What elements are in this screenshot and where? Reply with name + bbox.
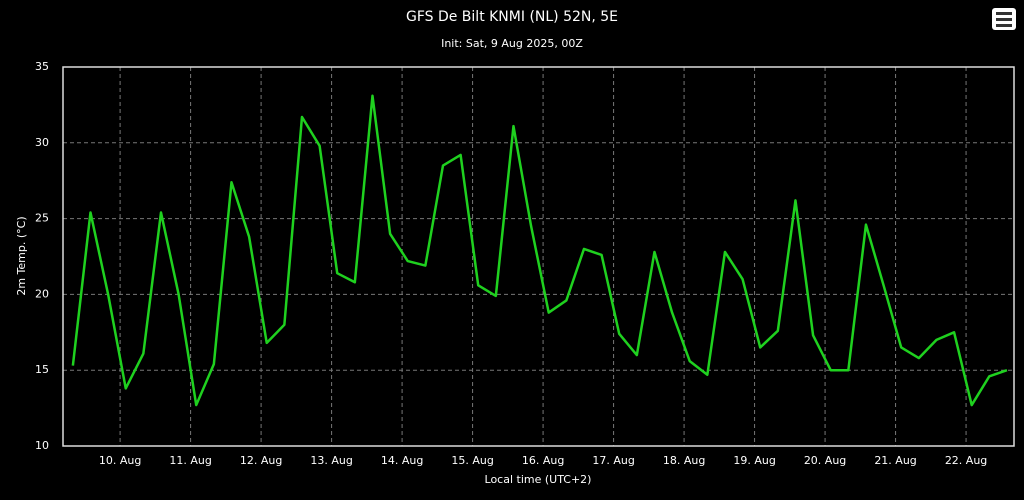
plot-frame [62, 66, 1015, 447]
x-tick-label: 12. Aug [240, 454, 282, 467]
chart-subtitle: Init: Sat, 9 Aug 2025, 00Z [441, 37, 583, 50]
y-tick-label: 30 [35, 136, 49, 149]
y-axis-label: 2m Temp. (°C) [15, 216, 28, 295]
y-tick-label: 25 [35, 212, 49, 225]
menu-button[interactable] [992, 8, 1016, 30]
x-tick-label: 13. Aug [310, 454, 352, 467]
menu-bar [996, 18, 1012, 21]
y-tick-label: 20 [35, 287, 49, 300]
x-tick-label: 16. Aug [522, 454, 564, 467]
y-tick-label: 10 [35, 439, 49, 452]
x-tick-label: 10. Aug [99, 454, 141, 467]
x-tick-label: 21. Aug [874, 454, 916, 467]
y-tick-label: 35 [35, 60, 49, 73]
x-tick-label: 14. Aug [381, 454, 423, 467]
y-tick-label: 15 [35, 363, 49, 376]
x-tick-label: 22. Aug [945, 454, 987, 467]
x-tick-label: 18. Aug [663, 454, 705, 467]
x-tick-label: 15. Aug [451, 454, 493, 467]
menu-bar [996, 12, 1012, 15]
x-tick-label: 17. Aug [592, 454, 634, 467]
x-tick-label: 20. Aug [804, 454, 846, 467]
x-axis-label: Local time (UTC+2) [485, 473, 592, 486]
x-tick-label: 19. Aug [733, 454, 775, 467]
chart-title: GFS De Bilt KNMI (NL) 52N, 5E [406, 9, 618, 25]
x-tick-label: 11. Aug [169, 454, 211, 467]
menu-bar [996, 24, 1012, 27]
line-series [71, 94, 1008, 407]
